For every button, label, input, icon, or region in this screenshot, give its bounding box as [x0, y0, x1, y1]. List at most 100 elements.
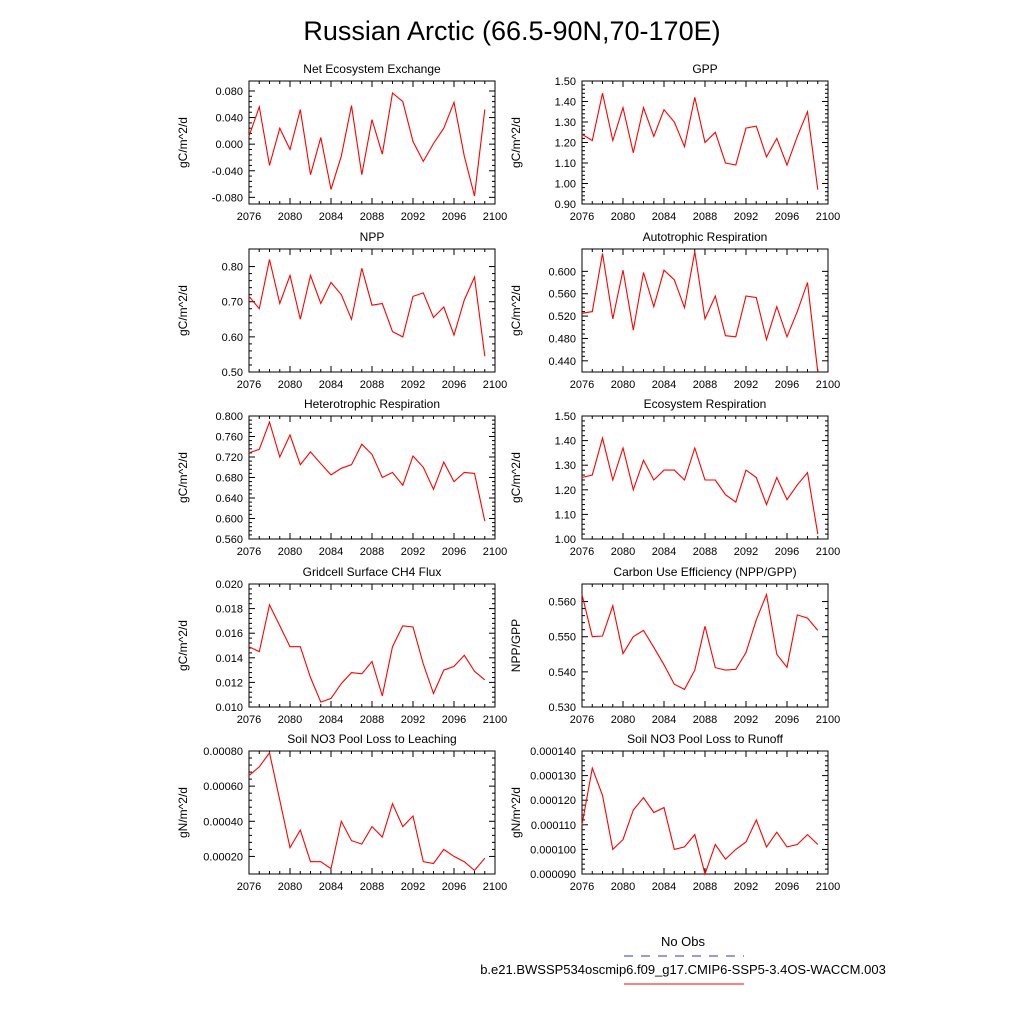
x-tick-label: 2084 [319, 379, 343, 391]
y-tick-label: 0.440 [548, 356, 576, 368]
y-tick-label: 0.00020 [203, 851, 243, 863]
x-tick-label: 2076 [237, 714, 261, 726]
x-tick-label: 2096 [442, 211, 466, 223]
x-tick-label: 2100 [483, 881, 507, 893]
y-tick-label: 0.080 [215, 86, 243, 98]
x-tick-label: 2080 [611, 714, 635, 726]
y-axis-label: gC/m^2/d [509, 452, 523, 503]
y-tick-label: 1.40 [555, 97, 576, 109]
legend: No Obs b.e21.BWSSP534oscmip6.f09_g17.CMI… [480, 934, 886, 985]
x-tick-label: 2092 [401, 714, 425, 726]
y-axis-label: gC/m^2/d [176, 117, 190, 168]
x-tick-label: 2092 [734, 211, 758, 223]
y-tick-label: 0.00080 [203, 746, 243, 758]
series-line [581, 592, 819, 691]
y-tick-label: 0.00040 [203, 816, 243, 828]
panel-5: 2076 2080 2084 2088 2092 2096 2100 0.560 0.600 0.… [176, 397, 507, 558]
y-tick-label: 1.50 [555, 411, 576, 423]
x-tick-label: 2088 [360, 546, 384, 558]
y-axis-label: NPP/GPP [509, 619, 523, 672]
x-tick-label: 2076 [570, 714, 594, 726]
y-tick-label: 0.720 [215, 452, 243, 464]
panel-title: GPP [692, 62, 717, 76]
series-line [581, 93, 819, 190]
y-tick-label: 1.40 [555, 436, 576, 448]
y-tick-label: 1.20 [555, 138, 576, 150]
x-tick-label: 2100 [816, 714, 840, 726]
x-tick-label: 2100 [816, 211, 840, 223]
y-tick-label: 1.50 [555, 76, 576, 88]
y-tick-label: 1.10 [555, 158, 576, 170]
panel-title: Carbon Use Efficiency (NPP/GPP) [613, 565, 796, 579]
panel-title: Autotrophic Respiration [643, 230, 768, 244]
x-tick-label: 2080 [278, 714, 302, 726]
series-line [581, 435, 819, 535]
x-tick-label: 2096 [775, 546, 799, 558]
y-tick-label: 1.10 [555, 509, 576, 521]
x-tick-label: 2088 [360, 881, 384, 893]
series-line [248, 603, 486, 703]
y-tick-label: 1.30 [555, 460, 576, 472]
y-tick-label: 0.018 [215, 604, 243, 616]
x-tick-label: 2088 [693, 714, 717, 726]
panel-title: Net Ecosystem Exchange [303, 62, 441, 76]
series-line [248, 420, 486, 522]
y-tick-label: 0.000140 [530, 746, 576, 758]
y-axis-label: gC/m^2/d [509, 285, 523, 336]
x-tick-label: 2100 [483, 379, 507, 391]
y-tick-label: 0.520 [548, 311, 576, 323]
x-tick-label: 2096 [775, 211, 799, 223]
y-tick-label: 0.550 [548, 632, 576, 644]
y-tick-label: 1.00 [555, 534, 576, 546]
x-tick-label: 2092 [734, 881, 758, 893]
x-tick-label: 2096 [442, 714, 466, 726]
panel-6: 2076 2080 2084 2088 2092 2096 2100 1.00 1.10 1.20… [509, 397, 840, 558]
x-tick-label: 2100 [483, 211, 507, 223]
x-tick-label: 2096 [442, 546, 466, 558]
y-tick-label: 0.000 [215, 139, 243, 151]
y-axis-label: gC/m^2/d [176, 620, 190, 671]
panel-title: Soil NO3 Pool Loss to Runoff [627, 732, 784, 746]
y-tick-label: 0.000100 [530, 844, 576, 856]
x-tick-label: 2080 [611, 881, 635, 893]
figure-title: Russian Arctic (66.5-90N,70-170E) [303, 16, 720, 46]
x-tick-label: 2100 [816, 881, 840, 893]
x-tick-label: 2096 [442, 881, 466, 893]
y-tick-label: 0.600 [548, 266, 576, 278]
y-tick-label: 0.560 [548, 597, 576, 609]
panel-title: Ecosystem Respiration [644, 397, 767, 411]
legend-obs-label: No Obs [661, 934, 706, 949]
x-tick-label: 2076 [570, 546, 594, 558]
y-tick-label: 0.640 [215, 493, 243, 505]
x-tick-label: 2076 [570, 211, 594, 223]
series-line [248, 751, 486, 872]
panel-9: 2076 2080 2084 2088 2092 2096 2100 0.00020 0.000… [176, 732, 507, 893]
x-tick-label: 2080 [278, 211, 302, 223]
panels-container: 2076 2080 2084 2088 2092 2096 2100 -0.080 -0.040… [176, 62, 840, 893]
x-tick-label: 2084 [652, 546, 676, 558]
x-tick-label: 2076 [237, 379, 261, 391]
plot-frame [581, 415, 829, 540]
x-tick-label: 2076 [570, 379, 594, 391]
x-tick-label: 2100 [483, 714, 507, 726]
x-tick-label: 2096 [775, 379, 799, 391]
y-axis-label: gC/m^2/d [176, 452, 190, 503]
y-tick-label: 0.680 [215, 473, 243, 485]
plot-frame [581, 248, 829, 373]
x-tick-label: 2076 [237, 211, 261, 223]
panel-8: 2076 2080 2084 2088 2092 2096 2100 0.530 0.540 0.… [509, 565, 840, 726]
y-tick-label: 0.560 [548, 289, 576, 301]
x-tick-label: 2080 [611, 546, 635, 558]
y-tick-label: 1.20 [555, 485, 576, 497]
panel-title: Heterotrophic Respiration [304, 397, 440, 411]
x-tick-label: 2100 [483, 546, 507, 558]
panel-3: 2076 2080 2084 2088 2092 2096 2100 0.50 0.60 0.70… [176, 230, 507, 391]
x-tick-label: 2084 [652, 881, 676, 893]
x-tick-label: 2096 [442, 379, 466, 391]
panel-title: Soil NO3 Pool Loss to Leaching [287, 732, 456, 746]
y-tick-label: 0.000130 [530, 771, 576, 783]
x-tick-label: 2084 [319, 714, 343, 726]
x-tick-label: 2100 [816, 546, 840, 558]
y-tick-label: 0.80 [222, 262, 243, 274]
panel-10: 2076 2080 2084 2088 2092 2096 2100 0.000090 0.00… [509, 732, 840, 893]
